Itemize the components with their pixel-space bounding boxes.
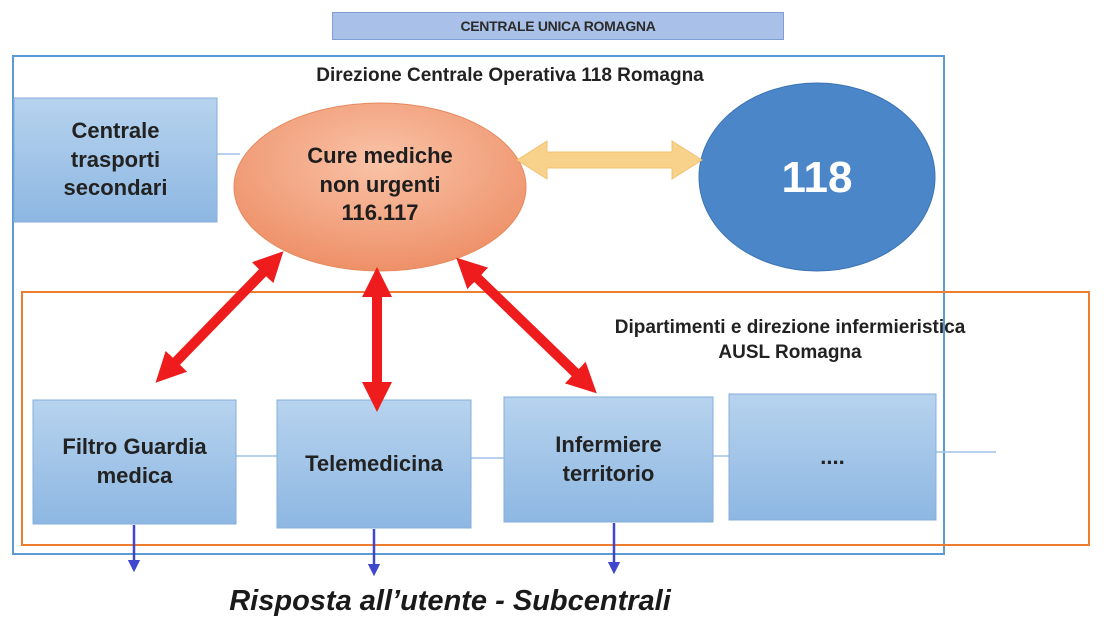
filtro-label: Filtro Guardia medica: [62, 434, 207, 488]
box-altro: [728, 393, 937, 521]
box-filtro: [32, 399, 237, 525]
outer-frame-title: Direzione Centrale Operativa 118 Romagna: [316, 64, 704, 86]
red-arrow-filtro: [155, 251, 284, 383]
red-arrow-infermiere: [456, 257, 597, 394]
infermiere-label: Infermiere territorio: [555, 431, 662, 486]
bottom-caption: Risposta all’utente - Subcentrali: [229, 585, 671, 618]
telemedicina-label: Telemedicina: [305, 450, 443, 476]
double-arrow-yellow: [516, 140, 703, 180]
altro-label: ....: [820, 443, 845, 469]
cure-mediche-label: Cure mediche non urgenti 116.117: [307, 143, 453, 226]
inner-frame-title: Dipartimenti e direzione infermieristica…: [614, 317, 966, 363]
box-telemedicina: [276, 399, 472, 529]
box-trasporti: [13, 97, 218, 223]
top-banner: CENTRALE UNICA ROMAGNA: [332, 12, 784, 40]
ellipse-118: [698, 82, 936, 272]
emergenza-118-label: 118: [781, 153, 853, 203]
trasporti-label: Centrale trasporti secondari: [63, 118, 168, 201]
box-infermiere: [503, 396, 714, 523]
outer-frame: [12, 55, 945, 555]
